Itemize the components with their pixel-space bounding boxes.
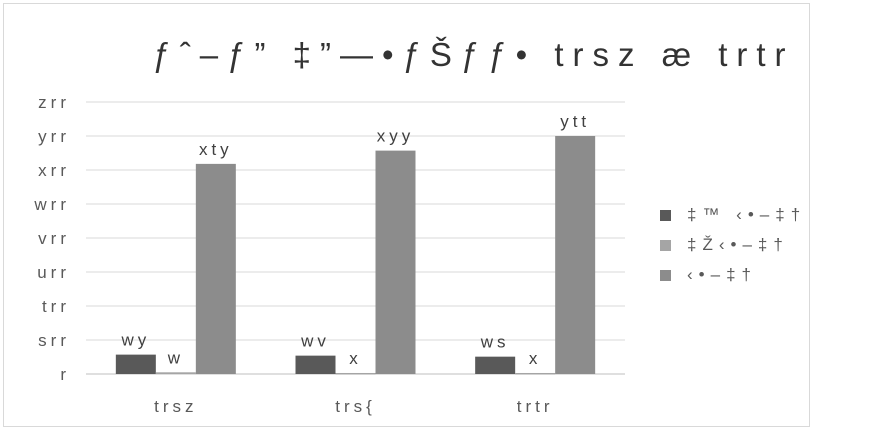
y-tick-label: urr	[37, 263, 70, 282]
chart-title: ƒˆ–ƒ” ‡”—•ƒŠƒƒ• trsz æ trtr	[152, 36, 795, 73]
data-label: x	[529, 349, 542, 368]
data-label: x	[349, 349, 362, 368]
x-tick-label: trs{	[335, 397, 376, 416]
bar	[155, 372, 196, 374]
bar	[295, 355, 336, 374]
data-label: wy	[120, 331, 150, 350]
y-tick-label: r	[60, 365, 70, 384]
legend-label-0: ‡™ ‹•–‡†	[687, 205, 807, 224]
y-tick-label: zrr	[38, 93, 70, 112]
bar	[195, 163, 236, 374]
bar	[555, 136, 596, 374]
legend-swatch-0	[660, 209, 671, 221]
x-tick-label: trtr	[517, 397, 554, 416]
data-label: ws	[480, 333, 510, 352]
data-label: w	[167, 348, 184, 367]
legend-item-0: ‡™ ‹•–‡†	[660, 200, 806, 230]
data-label: wv	[300, 332, 330, 351]
bar	[115, 354, 156, 374]
y-tick-label: wrr	[33, 195, 70, 214]
legend-label-1: ‡Ž‹•–‡†	[687, 235, 789, 254]
y-tick-label: vrr	[38, 229, 70, 248]
legend-swatch-2	[660, 269, 671, 281]
data-label: xty	[199, 140, 233, 159]
bar	[335, 372, 376, 375]
x-tick-label: trsz	[154, 397, 197, 416]
legend-label-2: ‹•–‡†	[687, 265, 757, 284]
legend-item-2: ‹•–‡†	[660, 260, 806, 290]
legend-swatch-1	[660, 239, 671, 251]
y-tick-label: trr	[42, 297, 70, 316]
data-label: xyy	[377, 127, 415, 146]
bar	[475, 356, 516, 374]
bar	[515, 372, 556, 375]
y-tick-label: srr	[38, 331, 70, 350]
y-tick-label: yrr	[38, 127, 70, 146]
bar	[375, 150, 416, 374]
legend-item-1: ‡Ž‹•–‡†	[660, 230, 806, 260]
data-label: ytt	[560, 112, 590, 131]
legend: ‡™ ‹•–‡† ‡Ž‹•–‡† ‹•–‡†	[660, 200, 806, 290]
y-tick-label: xrr	[38, 161, 70, 180]
